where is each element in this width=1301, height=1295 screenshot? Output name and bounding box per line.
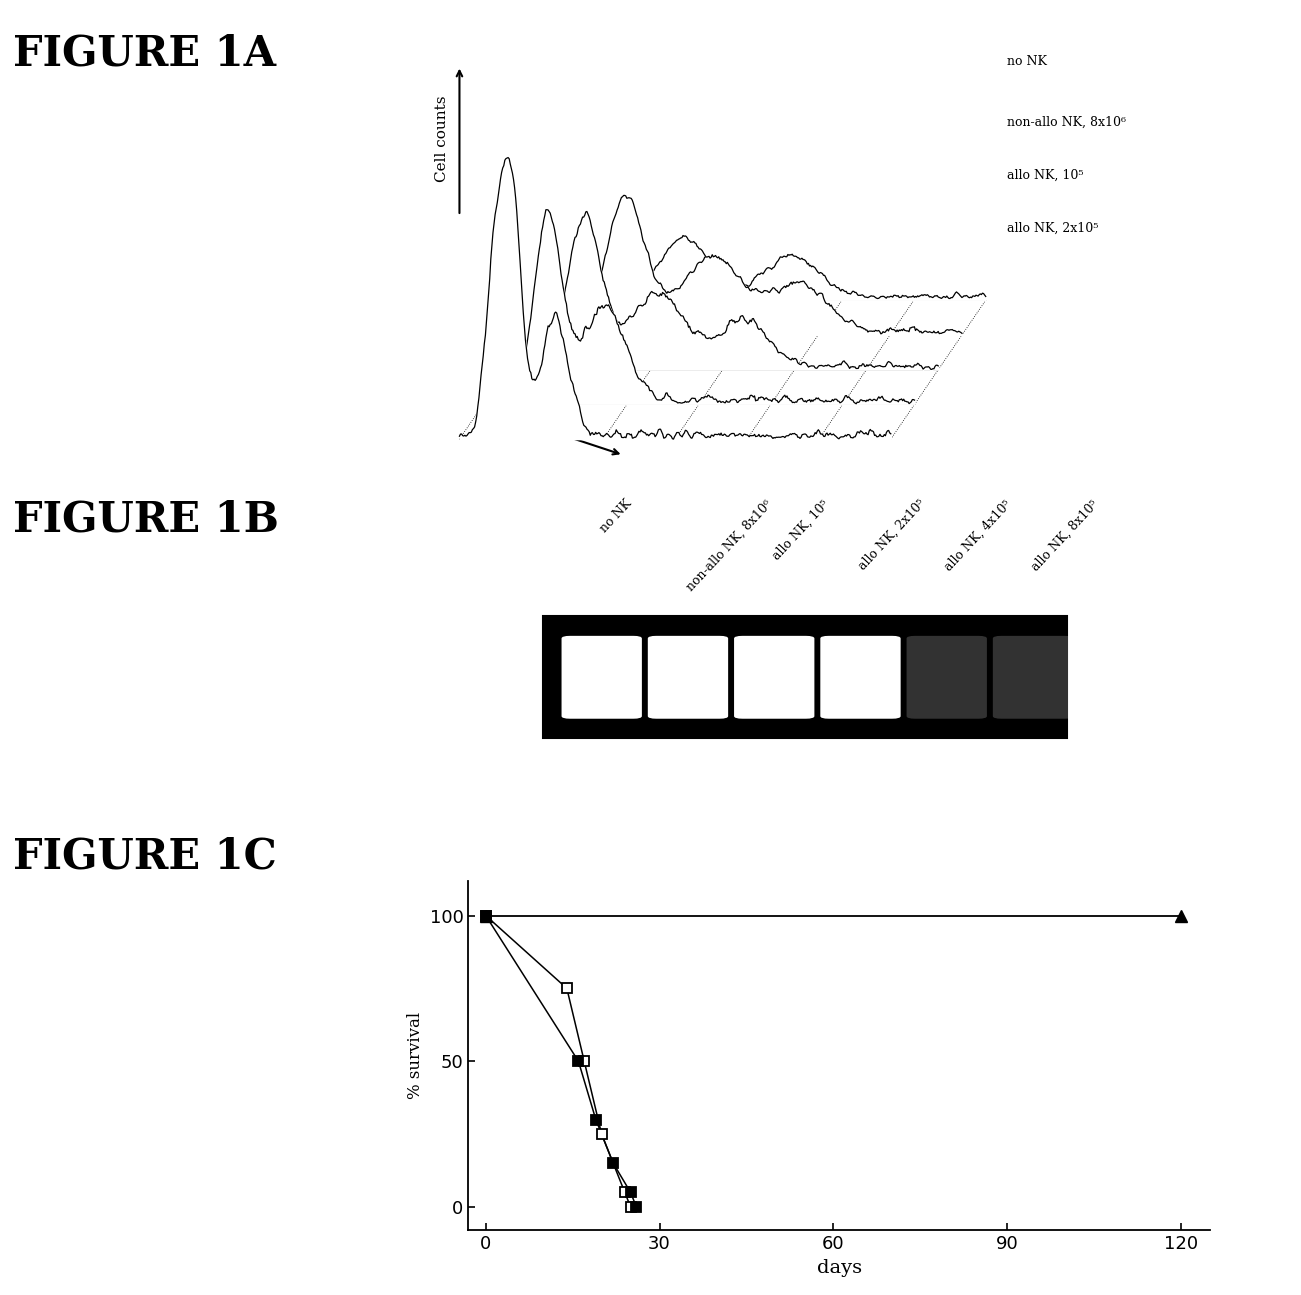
Text: non-allo NK, 8x10⁶: non-allo NK, 8x10⁶	[1007, 117, 1127, 130]
Text: CD45: CD45	[524, 414, 567, 429]
Text: no NK: no NK	[1007, 56, 1047, 69]
FancyBboxPatch shape	[734, 636, 814, 719]
Text: allo NK, 10⁵: allo NK, 10⁵	[770, 497, 831, 562]
Text: allo NK, 2x10⁵: allo NK, 2x10⁵	[856, 497, 928, 572]
Text: allo NK, 2x10⁵: allo NK, 2x10⁵	[1007, 221, 1098, 234]
Text: FIGURE 1C: FIGURE 1C	[13, 835, 277, 877]
Text: non-allo NK, 8x10⁶: non-allo NK, 8x10⁶	[684, 497, 774, 593]
FancyBboxPatch shape	[648, 636, 729, 719]
FancyBboxPatch shape	[907, 636, 987, 719]
Text: Cell counts: Cell counts	[436, 96, 449, 183]
X-axis label: days: days	[817, 1259, 861, 1277]
Text: no NK: no NK	[597, 497, 635, 535]
Text: FIGURE 1A: FIGURE 1A	[13, 32, 276, 74]
Text: allo NK, 4x10⁵: allo NK, 4x10⁵	[942, 497, 1015, 574]
Bar	[543, 616, 1067, 738]
FancyBboxPatch shape	[993, 636, 1073, 719]
FancyBboxPatch shape	[562, 636, 641, 719]
Text: FIGURE 1B: FIGURE 1B	[13, 499, 278, 540]
FancyBboxPatch shape	[821, 636, 900, 719]
Y-axis label: % survival: % survival	[407, 1011, 424, 1099]
Text: control: control	[748, 307, 794, 320]
Text: allo NK, 8x10⁵: allo NK, 8x10⁵	[1029, 497, 1101, 574]
Text: allo NK, 10⁵: allo NK, 10⁵	[1007, 168, 1084, 181]
